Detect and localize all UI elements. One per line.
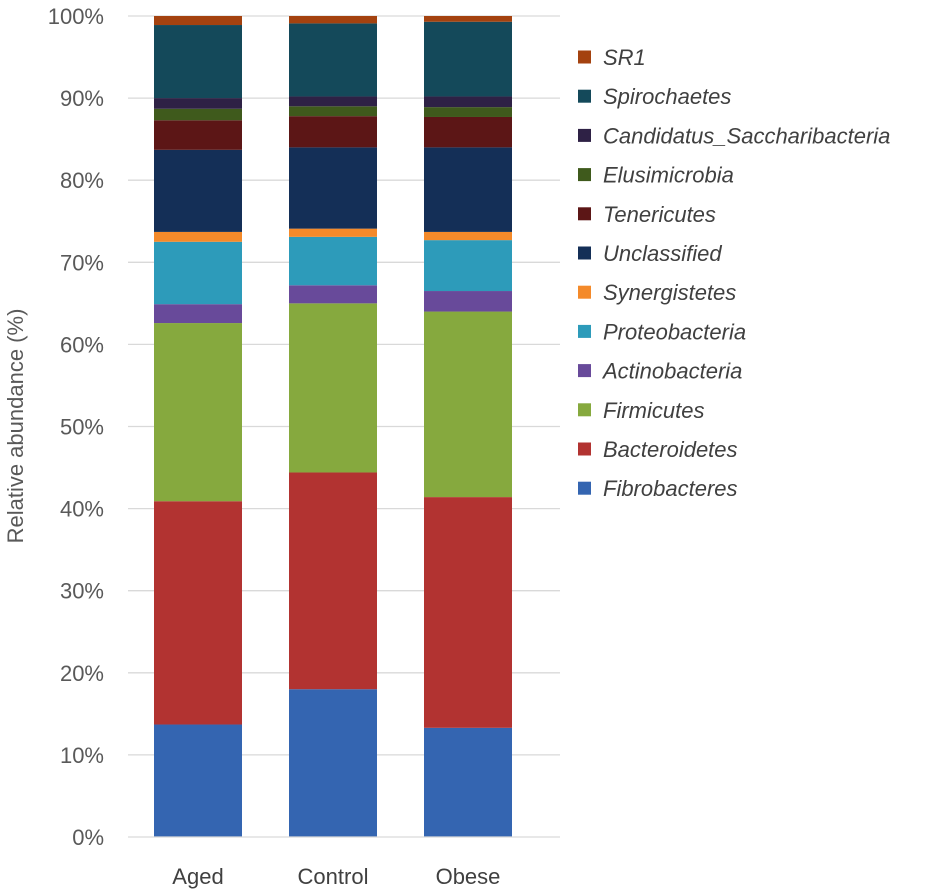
legend-item-tenericutes: Tenericutes [578,202,716,227]
bar-segment-spirochaetes [154,25,242,99]
bar-stack-obese [424,16,512,837]
bar-segment-tenericutes [289,116,377,148]
bar-segment-bacteroidetes [154,501,242,725]
bar-segment-unclassified [289,147,377,229]
bar-segment-fibrobacteres [289,689,377,837]
y-tick-label: 10% [60,743,104,768]
legend-label: Firmicutes [603,398,704,423]
y-tick-label: 20% [60,661,104,686]
bar-segment-sr1 [154,16,242,26]
bar-segment-elusimicrobia [424,107,512,117]
bar-stack-aged [154,16,242,837]
bar-segment-firmicutes [424,311,512,498]
bar-segment-proteobacteria [424,240,512,292]
legend-label: Candidatus_Saccharibacteria [603,123,890,148]
bar-segment-proteobacteria [154,241,242,305]
legend-item-elusimicrobia: Elusimicrobia [578,163,734,188]
legend-item-fibrobacteres: Fibrobacteres [578,476,738,501]
legend-item-unclassified: Unclassified [578,241,722,266]
legend-item-firmicutes: Firmicutes [578,398,704,423]
x-axis-labels: Aged Control Obese [172,864,500,889]
legend-swatch [578,481,591,495]
y-tick-label: 100% [48,4,104,29]
bar-segment-sr1 [424,16,512,22]
legend-swatch [578,324,591,338]
legend-swatch [578,246,591,260]
bar-segment-synergistetes [424,231,512,241]
bar-segment-synergistetes [289,228,377,237]
legend-item-bacteroidetes: Bacteroidetes [578,437,738,462]
legend-label: Unclassified [603,241,722,266]
bar-segment-spirochaetes [424,21,512,97]
bar-segment-fibrobacteres [154,724,242,837]
legend-label: Bacteroidetes [603,437,738,462]
legend-label: Spirochaetes [603,84,731,109]
legend-item-actinobacteria: Actinobacteria [578,359,742,384]
bar-segment-sr1 [289,16,377,24]
bar-segment-elusimicrobia [289,106,377,117]
bar-segment-bacteroidetes [289,472,377,690]
y-axis-ticks: 0% 10% 20% 30% 40% 50% 60% 70% 80% 90% 100% [48,4,104,850]
bar-segment-proteobacteria [289,236,377,286]
legend-swatch [578,403,591,417]
legend-item-sr1: SR1 [578,45,646,70]
bar-segment-unclassified [424,147,512,232]
bar-segment-candidatus-saccharibacteria [154,98,242,109]
bar-segment-candidatus-saccharibacteria [289,96,377,107]
y-tick-label: 90% [60,86,104,111]
legend-item-spirochaetes: Spirochaetes [578,84,731,109]
legend-swatch [578,50,591,64]
y-tick-label: 70% [60,250,104,275]
bar-segment-fibrobacteres [424,727,512,837]
y-tick-label: 50% [60,415,104,440]
legend-swatch [578,207,591,221]
bar-segment-actinobacteria [424,291,512,312]
bar-stack-control [289,16,377,837]
bar-segment-tenericutes [154,120,242,150]
legend-label: Proteobacteria [603,319,746,344]
y-tick-label: 60% [60,332,104,357]
bar-segment-tenericutes [424,116,512,148]
bar-segment-unclassified [154,149,242,232]
legend-label: Elusimicrobia [603,163,734,188]
legend-swatch [578,128,591,142]
legend-label: Tenericutes [603,202,716,227]
bar-segment-bacteroidetes [424,497,512,728]
legend-item-candidatus-saccharibacteria: Candidatus_Saccharibacteria [578,123,890,148]
y-tick-label: 80% [60,168,104,193]
bar-segment-actinobacteria [289,285,377,304]
y-tick-label: 40% [60,497,104,522]
bars [154,16,512,837]
legend-label: SR1 [603,45,646,70]
bar-segment-firmicutes [289,303,377,473]
legend-swatch [578,364,591,378]
x-tick-label: Aged [172,864,223,889]
legend-item-synergistetes: Synergistetes [578,280,736,305]
legend-swatch [578,89,591,103]
legend-swatch [578,285,591,299]
y-tick-label: 30% [60,579,104,604]
bar-segment-spirochaetes [289,23,377,97]
legend-item-proteobacteria: Proteobacteria [578,319,746,344]
bar-segment-elusimicrobia [154,108,242,121]
y-tick-label: 0% [72,825,104,850]
x-tick-label: Control [298,864,369,889]
legend-label: Actinobacteria [601,359,742,384]
x-tick-label: Obese [436,864,501,889]
bar-segment-synergistetes [154,231,242,242]
y-axis-title: Relative abundance (%) [3,309,28,544]
legend-label: Synergistetes [603,280,736,305]
bar-segment-candidatus-saccharibacteria [424,96,512,108]
legend-swatch [578,442,591,456]
legend: SR1 Spirochaetes Candidatus_Saccharibacter… [578,45,890,501]
bar-segment-firmicutes [154,323,242,502]
legend-swatch [578,168,591,182]
bar-segment-actinobacteria [154,304,242,324]
legend-label: Fibrobacteres [603,476,738,501]
